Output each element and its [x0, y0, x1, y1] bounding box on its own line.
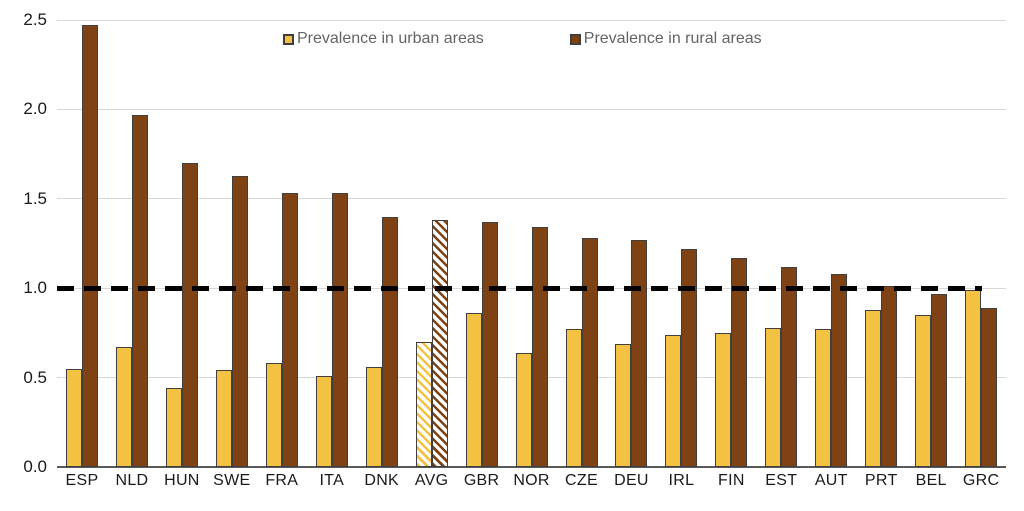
x-label-DNK: DNK	[364, 472, 400, 489]
bar-urban-AVG	[415, 342, 432, 467]
x-axis-labels: ESP NLD HUN SWE FRA ITA DNK AVG GBR NOR CZE DEU IRL F…	[57, 472, 1006, 490]
x-label-AUT: AUT	[814, 472, 848, 489]
bar-rural-PRT	[881, 286, 898, 467]
urban-swatch-icon	[283, 33, 294, 45]
x-label-CZE: CZE	[565, 472, 598, 489]
bar-rural-CZE	[581, 238, 598, 467]
bar-group-FRA	[257, 20, 307, 467]
bar-rural-FRA	[281, 193, 298, 467]
bar-urban-ITA	[315, 376, 332, 467]
bar-group-IRL	[656, 20, 706, 467]
bar-urban-ESP	[65, 369, 82, 467]
bar-group-FIN	[706, 20, 756, 467]
legend-item-rural: Prevalence in rural areas	[569, 30, 762, 48]
x-label-PRT: PRT	[864, 472, 898, 489]
bar-urban-FRA	[265, 363, 282, 467]
bar-urban-DEU	[615, 344, 632, 467]
bar-rural-AUT	[831, 274, 848, 467]
bar-group-NLD	[107, 20, 157, 467]
x-label-ITA: ITA	[319, 472, 345, 489]
x-label-NOR: NOR	[513, 472, 550, 489]
bar-group-CZE	[557, 20, 607, 467]
bar-rural-HUN	[181, 163, 198, 467]
bar-urban-SWE	[215, 370, 232, 467]
x-label-BEL: BEL	[915, 472, 947, 489]
y-label-2.5: 2.5	[23, 10, 47, 29]
bar-group-AVG	[407, 20, 457, 467]
bar-urban-EST	[765, 328, 782, 467]
bar-rural-IRL	[681, 249, 698, 467]
bar-urban-GRC	[965, 290, 982, 467]
bar-urban-NLD	[115, 347, 132, 467]
bar-group-DEU	[606, 20, 656, 467]
x-label-HUN: HUN	[164, 472, 200, 489]
plot-area: 0.0 0.5 1.0 1.5 2.0 2.5 Prevalence in urban a…	[23, 10, 1006, 476]
legend-label-urban: Prevalence in urban areas	[297, 30, 484, 47]
bars-container	[57, 20, 1006, 467]
bar-rural-GBR	[481, 222, 498, 467]
bar-rural-SWE	[231, 176, 248, 467]
legend-label-rural: Prevalence in rural areas	[583, 30, 762, 47]
gridline-2.0	[57, 108, 1006, 110]
x-label-EST: EST	[765, 472, 798, 489]
legend-item-urban: Prevalence in urban areas	[283, 30, 484, 48]
reference-line	[57, 285, 982, 291]
bar-group-ESP	[57, 20, 107, 467]
bar-rural-DNK	[381, 217, 398, 467]
bar-urban-FIN	[715, 333, 732, 467]
bar-group-NOR	[507, 20, 557, 467]
x-label-FRA: FRA	[265, 472, 299, 489]
bar-rural-DEU	[631, 240, 648, 467]
bar-group-GRC	[956, 20, 1006, 467]
y-label-1.5: 1.5	[23, 188, 47, 208]
bar-group-PRT	[856, 20, 906, 467]
bar-group-AUT	[806, 20, 856, 467]
y-label-0.5: 0.5	[23, 367, 47, 387]
x-label-GBR: GBR	[463, 472, 500, 489]
x-label-DEU: DEU	[614, 472, 649, 489]
bar-urban-GBR	[465, 313, 482, 467]
gridline-0.0	[57, 466, 1006, 468]
legend: Prevalence in urban areas Prevalence in …	[283, 30, 762, 48]
bar-urban-HUN	[165, 388, 182, 467]
bar-rural-ESP	[81, 25, 98, 467]
bar-urban-AUT	[815, 329, 832, 467]
rural-swatch-icon	[569, 33, 581, 45]
gridline-2.5	[57, 19, 1006, 21]
x-label-GRC: GRC	[962, 472, 1000, 489]
bar-group-EST	[756, 20, 806, 467]
bar-rural-GRC	[981, 308, 998, 467]
bar-group-HUN	[157, 20, 207, 467]
x-label-AVG: AVG	[414, 472, 449, 489]
bar-urban-CZE	[565, 329, 582, 467]
bar-group-DNK	[357, 20, 407, 467]
bar-rural-AVG	[431, 220, 448, 467]
x-label-FIN: FIN	[718, 472, 745, 489]
bar-group-GBR	[457, 20, 507, 467]
y-label-1.0: 1.0	[23, 278, 47, 298]
x-label-SWE: SWE	[213, 472, 251, 489]
bar-group-SWE	[207, 20, 257, 467]
bar-urban-BEL	[915, 315, 932, 467]
bar-rural-NLD	[131, 115, 148, 467]
bar-group-ITA	[307, 20, 357, 467]
bar-urban-DNK	[365, 367, 382, 467]
x-label-NLD: NLD	[115, 472, 149, 489]
x-label-IRL: IRL	[668, 472, 695, 489]
bar-rural-BEL	[931, 294, 948, 467]
y-label-0.0: 0.0	[23, 457, 47, 476]
bar-rural-EST	[781, 267, 798, 467]
bar-rural-ITA	[331, 193, 348, 467]
x-label-ESP: ESP	[65, 472, 99, 489]
bar-urban-IRL	[665, 335, 682, 467]
bar-rural-FIN	[731, 258, 748, 467]
gridline-1.5	[57, 198, 1006, 200]
bar-urban-PRT	[865, 310, 882, 467]
bar-urban-NOR	[515, 353, 532, 467]
bar-rural-NOR	[531, 227, 548, 467]
bar-group-BEL	[906, 20, 956, 467]
y-label-2.0: 2.0	[23, 99, 47, 119]
